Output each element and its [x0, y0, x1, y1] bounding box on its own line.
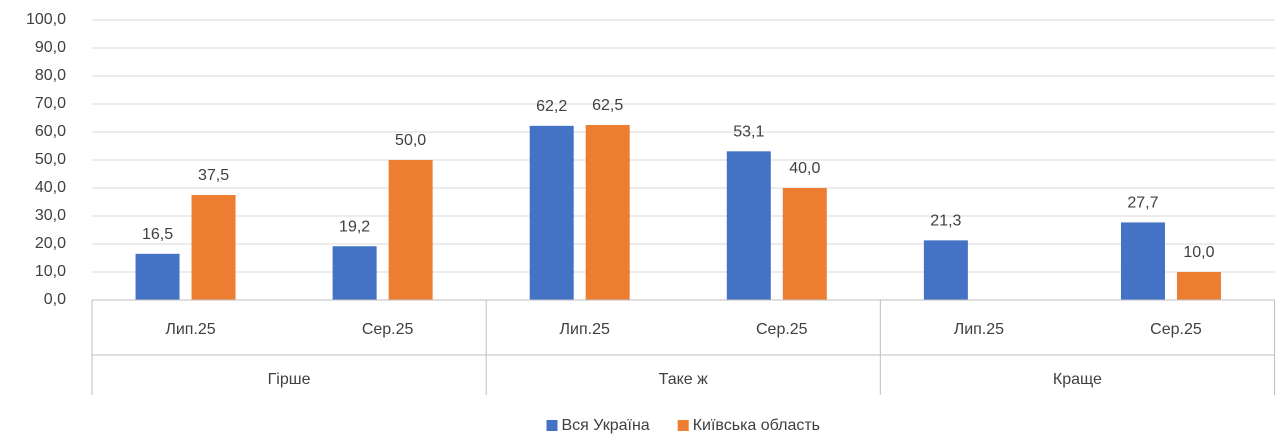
bar	[782, 188, 827, 300]
group-label: Таке ж	[659, 371, 708, 388]
bar	[1120, 222, 1165, 300]
y-tick-label: 20,0	[35, 235, 66, 252]
y-tick-label: 10,0	[35, 263, 66, 280]
y-tick-label: 90,0	[35, 39, 66, 56]
y-tick-label: 60,0	[35, 123, 66, 140]
data-label: 53,1	[733, 124, 764, 141]
y-tick-label: 70,0	[35, 95, 66, 112]
y-tick-label: 50,0	[35, 151, 66, 168]
data-label: 37,5	[198, 167, 229, 184]
x-tick-label: Сер.25	[1150, 321, 1202, 338]
y-tick-label: 0,0	[44, 291, 66, 308]
group-label: Краще	[1053, 371, 1102, 388]
data-label: 19,2	[339, 218, 370, 235]
bar	[191, 195, 236, 300]
data-label: 16,5	[142, 226, 173, 243]
bar	[585, 125, 630, 300]
x-tick-label: Сер.25	[756, 321, 808, 338]
legend-label: Київська область	[693, 417, 820, 434]
group-label: Гірше	[268, 371, 311, 388]
data-label: 40,0	[789, 160, 820, 177]
y-tick-label: 100,0	[26, 11, 66, 28]
data-label: 10,0	[1183, 244, 1214, 261]
bar	[726, 151, 771, 300]
bar	[1176, 272, 1221, 300]
legend-label: Вся Україна	[562, 417, 650, 434]
x-tick-label: Лип.25	[560, 321, 610, 338]
x-tick-label: Сер.25	[362, 321, 414, 338]
y-tick-label: 40,0	[35, 179, 66, 196]
data-label: 62,2	[536, 98, 567, 115]
x-tick-label: Лип.25	[165, 321, 215, 338]
y-tick-label: 30,0	[35, 207, 66, 224]
bar	[332, 246, 377, 300]
data-label: 62,5	[592, 97, 623, 114]
bar	[923, 240, 968, 300]
bar	[135, 253, 180, 300]
data-label: 27,7	[1127, 195, 1158, 212]
bar	[529, 125, 574, 300]
bar	[388, 160, 433, 300]
legend-swatch	[677, 420, 689, 431]
legend-swatch	[546, 420, 558, 431]
x-tick-label: Лип.25	[954, 321, 1004, 338]
data-label: 50,0	[395, 132, 426, 149]
data-label: 21,3	[930, 213, 961, 230]
y-tick-label: 80,0	[35, 67, 66, 84]
